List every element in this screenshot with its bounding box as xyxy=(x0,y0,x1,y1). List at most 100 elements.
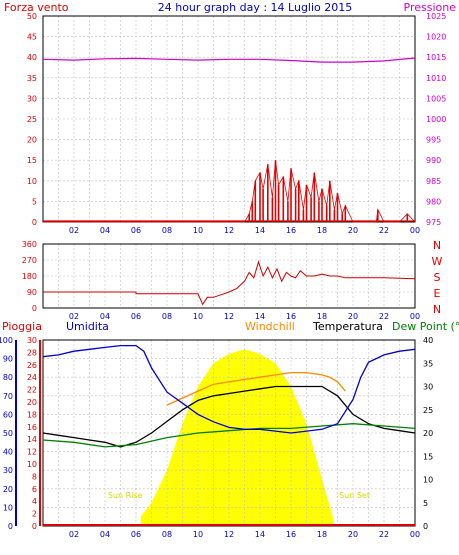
x-tick-label: 06 xyxy=(131,530,141,539)
humidity-tick-label: 60 xyxy=(3,410,13,419)
right-tick-label: 1020 xyxy=(426,33,446,42)
legend-windchill: Windchill xyxy=(245,320,295,333)
rain-tick-label: 8 xyxy=(32,472,37,481)
x-tick-label: 08 xyxy=(162,530,172,539)
left-tick-label: 5 xyxy=(32,197,37,206)
series-temperatura xyxy=(42,385,416,448)
x-tick-label: 22 xyxy=(379,226,389,235)
pressure-axis-label: Pressione xyxy=(404,1,457,14)
x-tick-label: 20 xyxy=(348,530,358,539)
rain-tick-label: 22 xyxy=(27,386,37,395)
left-tick-label: 360 xyxy=(22,240,37,249)
humidity-tick-label: 50 xyxy=(3,429,13,438)
temperature-humidity-panel: 0102030405060708090100024681012141618202… xyxy=(0,336,433,539)
x-tick-label: 06 xyxy=(131,312,141,321)
series-dew-point xyxy=(42,423,416,448)
series-umidita xyxy=(42,344,416,434)
rain-tick-label: 18 xyxy=(27,410,37,419)
x-tick-label: 12 xyxy=(224,312,234,321)
left-tick-label: 10 xyxy=(27,177,37,186)
x-tick-label: 08 xyxy=(162,226,172,235)
x-tick-label: 08 xyxy=(162,312,172,321)
rain-tick-label: 30 xyxy=(27,336,37,345)
humidity-tick-label: 100 xyxy=(0,336,13,345)
temp-tick-label: 10 xyxy=(423,476,433,485)
humidity-tick-label: 80 xyxy=(3,373,13,382)
x-tick-label: 22 xyxy=(379,312,389,321)
humidity-tick-label: 90 xyxy=(3,355,13,364)
solar-area xyxy=(140,349,333,526)
left-tick-label: 20 xyxy=(27,136,37,145)
rain-axis-label: Pioggia xyxy=(2,320,42,333)
x-tick-label: 14 xyxy=(255,312,265,321)
compass-label: N xyxy=(433,303,441,316)
right-tick-label: 1000 xyxy=(426,115,446,124)
right-tick-label: 1015 xyxy=(426,53,446,62)
x-tick-label: 12 xyxy=(224,226,234,235)
x-tick-label: 16 xyxy=(286,312,296,321)
wind-direction-series xyxy=(43,260,416,306)
left-tick-label: 0 xyxy=(32,218,37,227)
humidity-tick-label: 40 xyxy=(3,448,13,457)
rain-tick-label: 10 xyxy=(27,460,37,469)
rain-tick-label: 0 xyxy=(32,522,37,531)
humidity-tick-label: 20 xyxy=(3,485,13,494)
left-tick-label: 180 xyxy=(22,272,37,281)
rain-tick-label: 12 xyxy=(27,448,37,457)
temp-tick-label: 5 xyxy=(423,499,428,508)
compass-label: S xyxy=(434,271,441,284)
right-tick-label: 990 xyxy=(426,156,441,165)
panel-frame xyxy=(42,243,416,309)
x-tick-label: 04 xyxy=(100,226,110,235)
rain-tick-label: 24 xyxy=(27,373,37,382)
pressure-series xyxy=(42,57,416,63)
left-tick-label: 270 xyxy=(22,256,37,265)
wind-speed-series xyxy=(43,160,416,223)
x-tick-label: 00 xyxy=(410,226,420,235)
series-windchill xyxy=(166,371,346,406)
right-tick-label: 985 xyxy=(426,177,441,186)
x-tick-label: 04 xyxy=(100,530,110,539)
left-tick-label: 0 xyxy=(32,304,37,313)
right-tick-label: 995 xyxy=(426,136,441,145)
rain-tick-label: 4 xyxy=(32,497,37,506)
humidity-tick-label: 30 xyxy=(3,466,13,475)
temp-tick-label: 40 xyxy=(423,336,433,345)
x-tick-label: 02 xyxy=(69,530,79,539)
x-tick-label: 10 xyxy=(193,226,203,235)
humidity-axis-label: Umidita xyxy=(66,320,109,333)
wind-pressure-panel: 0510152025303540455097598098599099510001… xyxy=(27,12,447,235)
temp-tick-label: 25 xyxy=(423,406,433,415)
x-tick-label: 14 xyxy=(255,530,265,539)
legend-dewpoint: Dew Point (°C xyxy=(392,320,459,333)
x-tick-label: 18 xyxy=(317,226,327,235)
x-tick-label: 10 xyxy=(193,312,203,321)
x-tick-label: 02 xyxy=(69,226,79,235)
x-tick-label: 12 xyxy=(224,530,234,539)
x-tick-label: 16 xyxy=(286,530,296,539)
left-tick-label: 90 xyxy=(27,288,37,297)
left-tick-label: 40 xyxy=(27,53,37,62)
wind-axis-label: Forza vento xyxy=(4,1,69,14)
left-tick-label: 50 xyxy=(27,12,37,21)
x-tick-label: 14 xyxy=(255,226,265,235)
humidity-tick-label: 70 xyxy=(3,392,13,401)
x-tick-label: 00 xyxy=(410,530,420,539)
right-tick-label: 980 xyxy=(426,197,441,206)
compass-label: N xyxy=(433,239,441,252)
humidity-tick-label: 10 xyxy=(3,503,13,512)
x-tick-label: 18 xyxy=(317,312,327,321)
right-tick-label: 1025 xyxy=(426,12,446,21)
temp-tick-label: 15 xyxy=(423,452,433,461)
x-tick-label: 00 xyxy=(410,312,420,321)
temp-tick-label: 35 xyxy=(423,359,433,368)
rain-tick-label: 14 xyxy=(27,435,37,444)
x-tick-label: 22 xyxy=(379,530,389,539)
right-tick-label: 975 xyxy=(426,218,441,227)
compass-label: E xyxy=(434,287,441,300)
right-tick-label: 1010 xyxy=(426,74,446,83)
left-tick-label: 25 xyxy=(27,115,37,124)
left-tick-label: 35 xyxy=(27,74,37,83)
chart-title: 24 hour graph day : 14 Luglio 2015 xyxy=(158,1,353,14)
